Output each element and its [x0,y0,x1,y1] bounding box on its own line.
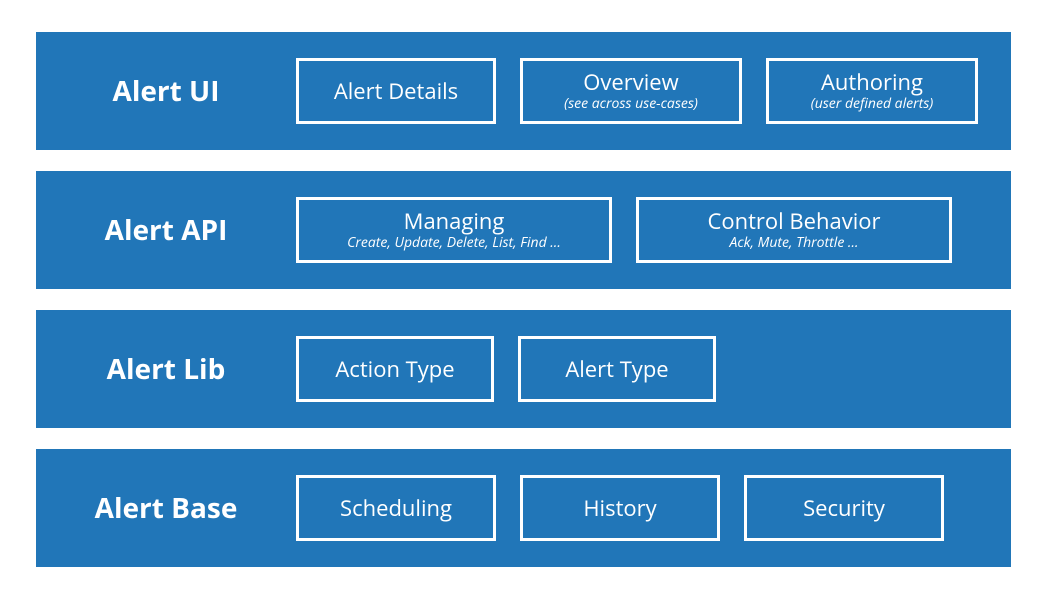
box-alert-details: Alert Details [296,58,496,124]
box-history: History [520,475,720,541]
box-scheduling: Scheduling [296,475,496,541]
layer-alert-base: Alert Base Scheduling History Security [36,449,1011,567]
box-title: Scheduling [340,495,452,521]
box-title: Overview [583,69,678,95]
box-subtitle: (user defined alerts) [811,96,934,113]
box-title: Control Behavior [708,208,881,234]
layer-boxes: Scheduling History Security [296,475,989,541]
layer-alert-api: Alert API Managing Create, Update, Delet… [36,171,1011,289]
box-title: Managing [404,208,505,234]
box-overview: Overview (see across use-cases) [520,58,742,124]
layer-alert-lib: Alert Lib Action Type Alert Type [36,310,1011,428]
box-title: History [583,495,656,521]
box-managing: Managing Create, Update, Delete, List, F… [296,197,612,263]
box-authoring: Authoring (user defined alerts) [766,58,978,124]
box-subtitle: Ack, Mute, Throttle … [729,235,858,252]
box-title: Alert Details [334,78,458,104]
layer-label: Alert Base [36,489,296,527]
layer-boxes: Action Type Alert Type [296,336,989,402]
layer-label: Alert API [36,211,296,249]
box-control-behavior: Control Behavior Ack, Mute, Throttle … [636,197,952,263]
box-title: Security [803,495,885,521]
box-title: Action Type [335,356,454,382]
box-alert-type: Alert Type [518,336,716,402]
layer-alert-ui: Alert UI Alert Details Overview (see acr… [36,32,1011,150]
box-subtitle: Create, Update, Delete, List, Find … [347,235,561,252]
layer-boxes: Managing Create, Update, Delete, List, F… [296,197,989,263]
layer-boxes: Alert Details Overview (see across use-c… [296,58,989,124]
layer-label: Alert UI [36,72,296,110]
layer-label: Alert Lib [36,350,296,388]
box-action-type: Action Type [296,336,494,402]
box-title: Authoring [821,69,923,95]
diagram-canvas: Alert UI Alert Details Overview (see acr… [0,0,1047,599]
box-title: Alert Type [565,356,668,382]
box-security: Security [744,475,944,541]
box-subtitle: (see across use-cases) [564,96,698,113]
